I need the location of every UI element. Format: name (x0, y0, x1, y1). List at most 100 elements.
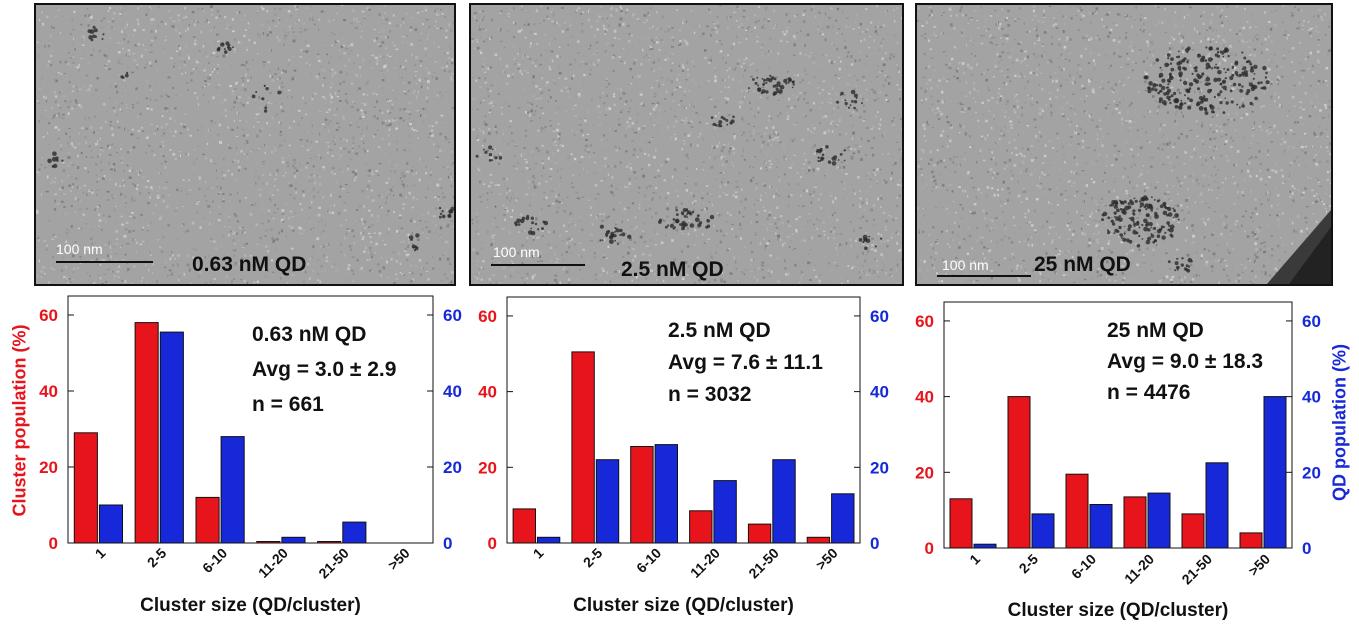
cluster-bar-4 (689, 510, 713, 544)
x-tick-label: 11-20 (255, 545, 291, 581)
qd-bar-3 (220, 436, 245, 544)
cluster-bar-6 (1239, 532, 1263, 549)
y-left-tick-label: 40 (915, 388, 934, 407)
tem-panel-3: 100 nm 25 nM QD (915, 3, 1333, 286)
qd-bar-2 (595, 459, 620, 544)
y-right-tick-label: 40 (1302, 388, 1321, 407)
x-axis-title: Cluster size (QD/cluster) (140, 595, 361, 616)
cluster-bar-1 (73, 432, 98, 544)
chart-2: 1 2-5 6-10 11-20 21-50 >50 0 0 20 20 40 40 60 60 Clust… (478, 296, 889, 616)
x-tick-label: >50 (385, 545, 413, 573)
y-right-tick-label: 40 (870, 383, 889, 402)
qd-bar-1 (536, 536, 561, 544)
y-right-tick-label: 20 (870, 458, 889, 477)
annotation-line-2: Avg = 9.0 ± 18.3 (1107, 350, 1263, 373)
plot-frame (506, 296, 861, 544)
y-right-tick-label: 0 (443, 534, 452, 553)
qd-bar-5 (772, 459, 796, 544)
cluster-bar-1 (512, 508, 536, 544)
scale-bar (937, 275, 1031, 277)
x-tick-label: >50 (813, 545, 841, 573)
qd-bar-6 (1263, 396, 1287, 549)
x-tick-label: 11-20 (1121, 551, 1157, 587)
y-right-tick-label: 60 (1302, 312, 1321, 331)
qd-bar-1 (973, 543, 997, 549)
tem-image-1 (36, 5, 454, 284)
annotation-line-1: 0.63 nM QD (252, 323, 366, 346)
x-tick-label: 6-10 (633, 545, 664, 576)
tem-image-3 (917, 5, 1331, 284)
cluster-bar-3 (195, 496, 220, 544)
x-tick-label: 1 (92, 545, 109, 562)
x-axis-title: Cluster size (QD/cluster) (1008, 600, 1229, 621)
scale-bar (491, 264, 585, 266)
y-left-tick-label: 20 (478, 458, 497, 477)
concentration-label: 2.5 nM QD (621, 258, 724, 281)
scale-bar-label: 100 nm (942, 257, 989, 273)
cluster-bar-4 (1123, 496, 1147, 549)
tem-panel-2: 100 nm 2.5 nM QD (469, 3, 904, 286)
qd-bar-2 (159, 331, 184, 544)
annotation-line-2: Avg = 3.0 ± 2.9 (252, 358, 396, 381)
plot-frame (67, 295, 434, 544)
scale-bar-label: 100 nm (493, 244, 540, 260)
chart-1: 1 2-5 6-10 11-20 21-50 >50 0 0 20 20 40 40 60 60 Clust… (39, 295, 462, 616)
tem-panel-1: 100 nm 0.63 nM QD (34, 3, 456, 286)
qd-bar-4 (281, 536, 306, 544)
scale-bar-label: 100 nm (56, 241, 103, 257)
annotation-line-3: n = 661 (252, 393, 324, 416)
x-tick-label: 21-50 (745, 545, 782, 582)
qd-bar-3 (1089, 504, 1113, 549)
cluster-bar-2 (1007, 396, 1031, 549)
qd-bar-3 (654, 444, 678, 544)
y-left-tick-label: 60 (915, 312, 934, 331)
y-left-tick-label: 0 (49, 534, 58, 553)
x-tick-label: >50 (1245, 551, 1273, 579)
qd-bar-4 (713, 480, 737, 544)
cluster-bar-3 (1065, 473, 1089, 549)
y-left-tick-label: 60 (478, 307, 497, 326)
y-left-tick-label: 0 (925, 539, 934, 558)
qd-bar-5 (1205, 462, 1229, 549)
concentration-label: 25 nM QD (1034, 253, 1131, 276)
x-tick-label: 6-10 (1068, 551, 1099, 582)
plot-frame (943, 301, 1293, 549)
cluster-bar-2 (571, 351, 595, 544)
y-left-tick-label: 40 (478, 383, 497, 402)
x-tick-label: 2-5 (144, 545, 170, 571)
y-left-tick-label: 0 (488, 534, 497, 553)
x-axis-title: Cluster size (QD/cluster) (573, 595, 794, 616)
x-tick-label: 1 (530, 545, 547, 562)
qd-bar-5 (342, 521, 367, 544)
qd-bar-6 (831, 493, 855, 544)
x-tick-label: 21-50 (1178, 551, 1215, 588)
qd-bar-1 (98, 504, 124, 544)
y-right-tick-label: 20 (443, 458, 462, 477)
y-left-tick-label: 40 (39, 382, 58, 401)
y-right-tick-label: 40 (443, 382, 462, 401)
y-right-tick-label: 0 (870, 534, 879, 553)
chart-3: 1 2-5 6-10 11-20 21-50 >50 0 0 20 20 40 40 60 60 Clust… (915, 301, 1321, 621)
tem-image-2 (471, 5, 902, 284)
x-tick-label: 2-5 (1015, 551, 1041, 577)
x-tick-label: 21-50 (315, 545, 352, 582)
cluster-bar-6 (806, 536, 831, 544)
cluster-bar-2 (134, 322, 159, 544)
qd-bar-2 (1031, 513, 1055, 549)
annotation-line-3: n = 4476 (1107, 381, 1190, 404)
scale-bar (56, 261, 153, 263)
cluster-bar-5 (747, 523, 772, 544)
y-right-tick-label: 0 (1302, 539, 1311, 558)
x-tick-label: 11-20 (687, 545, 723, 581)
annotation-line-1: 2.5 nM QD (668, 319, 771, 342)
y-right-tick-label: 60 (443, 306, 462, 325)
cluster-bar-5 (1181, 513, 1205, 549)
y-left-tick-label: 60 (39, 306, 58, 325)
cluster-bar-3 (630, 446, 654, 544)
annotation-line-3: n = 3032 (668, 383, 751, 406)
cluster-bar-1 (949, 498, 973, 549)
annotation-line-2: Avg = 7.6 ± 11.1 (668, 351, 823, 374)
x-tick-label: 1 (966, 551, 983, 568)
y-left-tick-label: 20 (915, 463, 934, 482)
